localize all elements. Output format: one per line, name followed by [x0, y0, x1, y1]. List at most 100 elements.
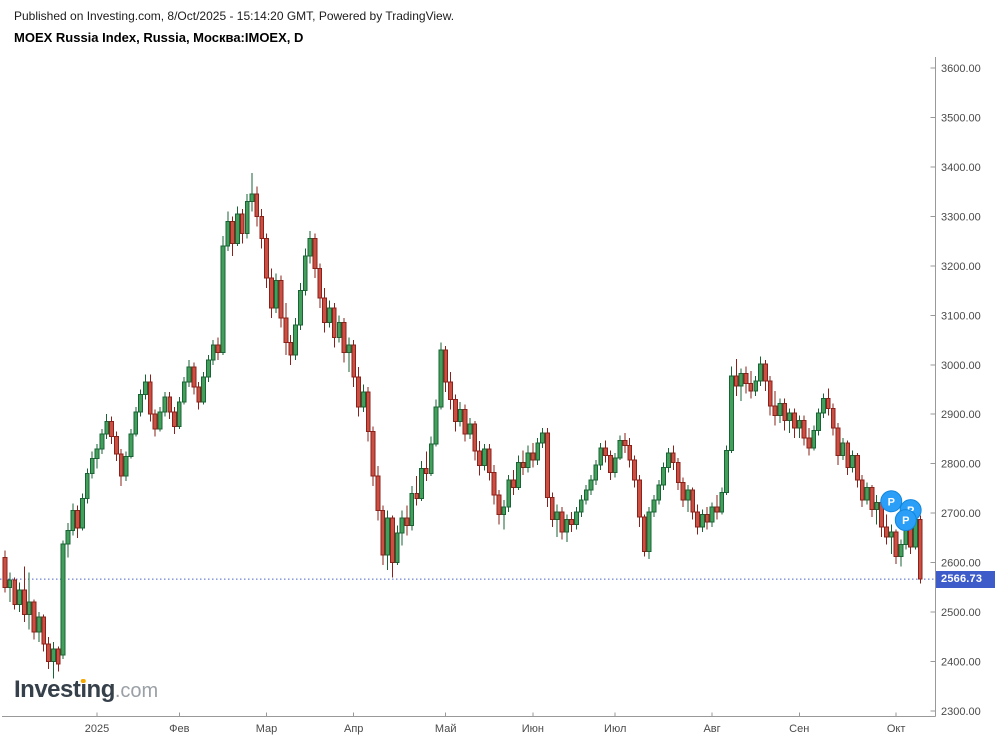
candle [467, 418, 473, 439]
candle [854, 452, 860, 488]
candle [646, 507, 652, 560]
x-axis-label: Фев [169, 723, 189, 735]
candle [777, 398, 783, 424]
candle [651, 494, 657, 518]
candle [709, 502, 715, 528]
candle [99, 429, 105, 454]
candle [666, 447, 671, 473]
candle [264, 233, 269, 289]
candle [641, 514, 647, 557]
candle [152, 409, 158, 437]
candle [685, 484, 691, 513]
candle [419, 461, 424, 501]
candle [680, 477, 686, 508]
candle [51, 641, 56, 679]
instrument-title: MOEX Russia Index, Russia, Москва:IMOEX,… [14, 30, 304, 45]
candle [293, 317, 298, 360]
candle [331, 302, 337, 348]
candle [288, 335, 294, 365]
candle [201, 372, 206, 405]
candle [80, 493, 85, 531]
candle [748, 371, 754, 399]
candle [298, 283, 303, 331]
candle [138, 389, 144, 417]
candle [433, 399, 439, 447]
last-price-badge: 2566.73 [936, 571, 995, 588]
p-event-marker[interactable]: P [880, 490, 903, 513]
candle [399, 510, 405, 546]
candle [515, 455, 521, 490]
candle [65, 523, 71, 558]
candle [835, 423, 841, 466]
candle [452, 394, 458, 432]
candle [554, 504, 560, 537]
candle [336, 315, 342, 343]
candle [128, 429, 134, 459]
candle [273, 273, 279, 313]
candle [12, 577, 18, 610]
x-axis-label: Июл [604, 723, 626, 735]
candle [893, 529, 899, 565]
candle [113, 431, 119, 462]
candle [60, 540, 66, 660]
candle [603, 440, 608, 463]
candle [772, 390, 778, 426]
candle [94, 443, 100, 469]
candle [806, 428, 812, 456]
candle [55, 646, 61, 672]
candle [796, 415, 802, 438]
candle [394, 525, 400, 566]
candle [380, 505, 386, 566]
candle [724, 445, 730, 495]
candle [719, 487, 725, 515]
candle [482, 443, 487, 471]
candle [699, 509, 705, 532]
x-axis-label: 2025 [85, 723, 109, 735]
candle [888, 524, 894, 555]
candle [360, 384, 366, 412]
candle [351, 340, 357, 388]
event-markers[interactable]: PPP [880, 490, 922, 532]
candle [670, 445, 676, 471]
candle [472, 421, 478, 461]
candle [486, 443, 492, 481]
candle [825, 388, 831, 416]
x-axis-label: Июн [522, 723, 544, 735]
candle [457, 401, 463, 427]
candle [143, 374, 148, 400]
candle [598, 442, 604, 471]
candle [196, 382, 202, 410]
candle [462, 404, 468, 442]
candle [840, 437, 846, 461]
p-event-marker[interactable]: P [894, 509, 917, 532]
candle [317, 263, 323, 308]
y-axis-label: 3300.00 [941, 211, 981, 223]
candle [704, 507, 710, 530]
x-axis-label: Мар [256, 723, 278, 735]
candle [811, 425, 817, 451]
candle [559, 507, 565, 540]
candle [714, 494, 720, 520]
candle [564, 514, 570, 542]
logo-tld-text: .com [114, 680, 159, 702]
candle [162, 391, 168, 417]
candle [283, 302, 289, 355]
candle [259, 208, 265, 249]
candle [574, 507, 579, 530]
candle [206, 354, 211, 383]
candle [215, 337, 221, 360]
candle [578, 494, 584, 518]
candle [118, 448, 124, 486]
candle [545, 428, 550, 508]
candle [767, 376, 773, 416]
candle [322, 288, 328, 333]
candle [414, 476, 420, 506]
candle [733, 358, 739, 396]
candle [428, 436, 434, 477]
candle [235, 206, 240, 247]
candle [830, 403, 836, 436]
candle [637, 475, 642, 528]
candle [443, 345, 449, 392]
published-info-text: Published on Investing.com, 8/Oct/2025 -… [14, 9, 455, 23]
